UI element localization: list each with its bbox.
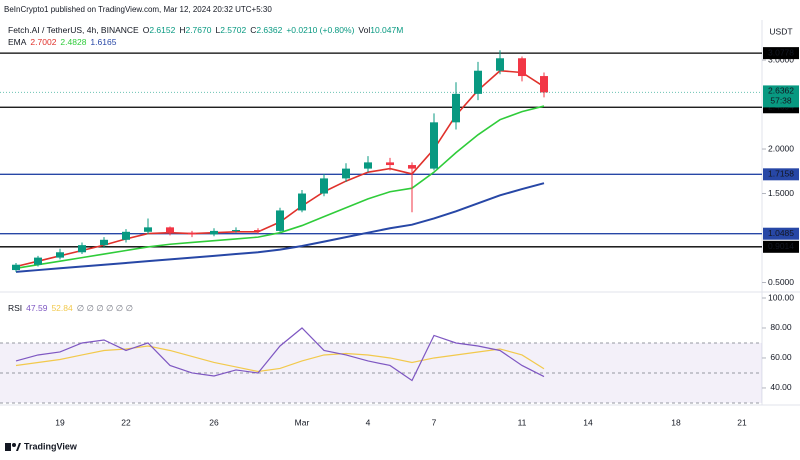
candle-body [342,168,350,179]
legend-key: O [143,25,150,35]
x-tick-label: 4 [366,417,371,427]
symbol-legend: Fetch.AI / TetherUS, 4h, BINANCE O2.6152 H… [8,25,403,35]
legend-value: 10.047M [370,25,403,35]
level-price-tag [763,240,799,253]
candle-body [430,122,438,169]
candle-body [166,227,174,233]
countdown-label: 57:38 [770,96,792,106]
y-tick-label: 2.0000 [768,143,794,153]
ema-line [15,182,545,273]
candle-body [298,193,306,211]
y-tick-label: 0.5000 [768,277,794,287]
rsi-legend: RSI 47.59 52.84 ∅ ∅ ∅ ∅ ∅ ∅ [8,303,134,313]
y-tick-label: 1.5000 [768,188,794,198]
footer-brand: TradingView [24,441,78,451]
candle-body [276,210,284,231]
rsi-extra: ∅ ∅ ∅ ∅ ∅ ∅ [77,303,134,313]
candle-body [254,230,262,232]
legend-value: +0.0210 (+0.80%) [286,25,354,35]
candle-body [122,231,130,240]
candle-body [12,264,20,271]
symbol-title: Fetch.AI / TetherUS, 4h, BINANCE [8,25,139,35]
legend-key: H [179,25,185,35]
candle-body [320,178,328,194]
level-price-label: 3.0778 [768,47,794,57]
legend-value: 2.6362 [256,25,282,35]
ema-legend: EMA 2.7002 2.4828 1.6165 [8,37,117,47]
candle-body [518,58,526,77]
logo-part [12,443,16,447]
candle-body [232,230,240,232]
rsi-value: 47.59 [26,303,48,313]
x-tick-label: 19 [55,417,65,427]
logo-part [5,443,11,451]
x-tick-label: 18 [671,417,681,427]
candle-body [364,162,372,169]
indicator-value: 2.7002 [30,37,56,47]
x-tick-label: 11 [518,417,527,427]
level-price-label: 1.7158 [768,169,794,179]
footer-logo [5,443,21,451]
x-tick-label: 26 [209,417,219,427]
x-tick-label: 7 [432,417,437,427]
candle-body [496,58,504,71]
candle-body [56,252,64,258]
candle-body [34,257,42,265]
level-price-label: 1.0485 [768,228,794,238]
level-price-tag [763,47,799,60]
level-price-tag [763,168,799,181]
candle-body [78,245,86,253]
candle-body [144,227,152,232]
publisher-line: BeInCrypto1 published on TradingView.com… [4,5,272,14]
level-price-label: 0.9014 [768,241,794,251]
ema-line [15,105,545,270]
legend-key: C [250,25,256,35]
candle-body [540,76,548,93]
level-price-tag [763,227,799,240]
candle-body [408,165,416,169]
x-tick-label: Mar [295,417,310,427]
legend-value: 2.6152 [149,25,175,35]
rsi-title: RSI [8,303,22,313]
last-price-label: 2.6362 [768,86,794,96]
x-tick-label: 22 [121,417,131,427]
candle-body [386,162,394,166]
legend-value: 2.5702 [220,25,246,35]
candle-body [188,232,196,235]
indicator-value: 2.4828 [60,37,86,47]
rsi-value: 52.84 [51,303,73,313]
legend-key: L [215,25,220,35]
rsi-line [15,345,545,373]
x-tick-label: 21 [737,417,747,427]
y-tick-label: 100.00 [768,292,794,302]
candle-body [210,230,218,235]
legend-key: Vol [358,25,370,35]
y-tick-label: 80.00 [770,322,792,332]
indicator-label: EMA [8,37,27,47]
y-tick-label: 3.0000 [768,54,794,64]
y-tick-label: 40.00 [770,382,792,392]
price-unit: USDT [769,26,792,36]
indicator-value: 1.6165 [90,37,116,47]
rsi-line [15,327,545,382]
y-tick-label: 60.00 [770,352,792,362]
legend-value: 2.7670 [185,25,211,35]
logo-part [16,443,21,451]
x-tick-label: 14 [583,417,593,427]
last-price-tag [763,85,799,108]
candle-body [452,93,460,123]
candle-body [100,239,108,246]
candle-body [474,70,482,94]
